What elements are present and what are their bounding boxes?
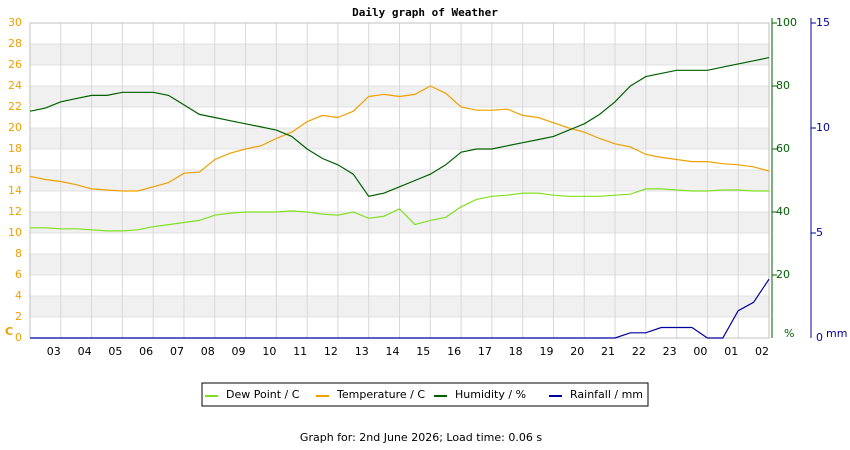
- y2-tick-label: 80: [776, 79, 790, 92]
- y-tick-label: 28: [8, 37, 22, 50]
- legend-label: Temperature / C: [336, 388, 425, 401]
- x-tick-label: 19: [539, 345, 553, 358]
- x-tick-label: 08: [201, 345, 215, 358]
- x-tick-label: 02: [755, 345, 769, 358]
- legend-label: Humidity / %: [455, 388, 526, 401]
- x-tick-label: 01: [724, 345, 738, 358]
- y3-tick-label: 10: [816, 121, 830, 134]
- x-tick-label: 03: [47, 345, 61, 358]
- x-tick-label: 06: [139, 345, 153, 358]
- y3-tick-label: 5: [816, 226, 823, 239]
- y-tick-label: 30: [8, 16, 22, 29]
- series-line: [29, 57, 770, 197]
- x-tick-label: 20: [570, 345, 584, 358]
- y-tick-label: 14: [8, 184, 22, 197]
- series-line: [30, 278, 770, 339]
- x-tick-label: 14: [386, 345, 400, 358]
- x-tick-label: 18: [509, 345, 523, 358]
- x-tick-label: 21: [601, 345, 615, 358]
- chart-title: Daily graph of Weather: [352, 6, 498, 19]
- y-tick-label: 12: [8, 205, 22, 218]
- y-tick-label: 26: [8, 58, 22, 71]
- legend-box: [201, 382, 649, 407]
- x-tick-label: 05: [108, 345, 122, 358]
- y-tick-label: 22: [8, 100, 22, 113]
- y2-tick-label: 40: [776, 205, 790, 218]
- x-tick-label: 13: [355, 345, 369, 358]
- x-tick-label: 04: [78, 345, 92, 358]
- x-tick-label: 17: [478, 345, 492, 358]
- y2-tick-label: 20: [776, 268, 790, 281]
- legend-label: Dew Point / C: [226, 388, 300, 401]
- y3-tick-label: 15: [816, 16, 830, 29]
- y-tick-label: 10: [8, 226, 22, 239]
- y-unit: C: [5, 325, 13, 338]
- x-tick-label: 12: [324, 345, 338, 358]
- footer: Graph for: 2nd June 2026; Load time: 0.0…: [300, 431, 542, 444]
- y-tick-label: 24: [8, 79, 22, 92]
- legend-label: Rainfall / mm: [570, 388, 643, 401]
- y-tick-label: 4: [15, 289, 22, 302]
- y-tick-label: 8: [15, 247, 22, 260]
- y2-tick-label: 60: [776, 142, 790, 155]
- x-tick-label: 00: [693, 345, 707, 358]
- x-tick-label: 11: [293, 345, 307, 358]
- y-tick-label: 18: [8, 142, 22, 155]
- x-tick-label: 10: [262, 345, 276, 358]
- y3-unit: mm: [826, 327, 847, 340]
- series-line: [29, 85, 770, 192]
- y2-unit: %: [784, 327, 794, 340]
- x-tick-label: 15: [416, 345, 430, 358]
- x-tick-label: 07: [170, 345, 184, 358]
- x-tick-label: 16: [447, 345, 461, 358]
- x-tick-label: 09: [232, 345, 246, 358]
- y2-tick-label: 100: [776, 16, 797, 29]
- y-tick-label: 0: [15, 331, 22, 344]
- y-tick-label: 2: [15, 310, 22, 323]
- y-tick-label: 16: [8, 163, 22, 176]
- x-tick-label: 23: [663, 345, 677, 358]
- y3-tick-label: 0: [816, 331, 823, 344]
- series-line: [30, 188, 769, 232]
- x-tick-label: 22: [632, 345, 646, 358]
- y-tick-label: 6: [15, 268, 22, 281]
- y-tick-label: 20: [8, 121, 22, 134]
